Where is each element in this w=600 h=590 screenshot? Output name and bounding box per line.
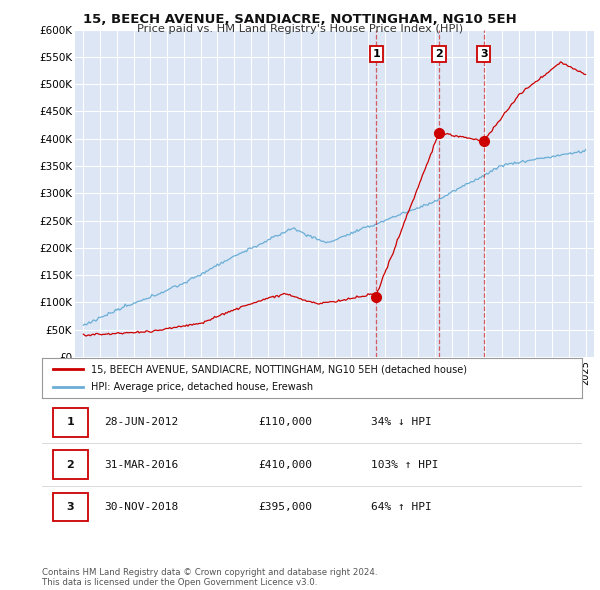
Text: 1: 1 bbox=[67, 417, 74, 427]
Text: 3: 3 bbox=[480, 49, 488, 59]
Text: 15, BEECH AVENUE, SANDIACRE, NOTTINGHAM, NG10 5EH: 15, BEECH AVENUE, SANDIACRE, NOTTINGHAM,… bbox=[83, 13, 517, 26]
FancyBboxPatch shape bbox=[53, 493, 88, 522]
Text: £395,000: £395,000 bbox=[258, 502, 312, 512]
FancyBboxPatch shape bbox=[53, 450, 88, 479]
Text: Price paid vs. HM Land Registry's House Price Index (HPI): Price paid vs. HM Land Registry's House … bbox=[137, 24, 463, 34]
FancyBboxPatch shape bbox=[53, 408, 88, 437]
Text: Contains HM Land Registry data © Crown copyright and database right 2024.
This d: Contains HM Land Registry data © Crown c… bbox=[42, 568, 377, 587]
Text: 30-NOV-2018: 30-NOV-2018 bbox=[104, 502, 178, 512]
Text: 2: 2 bbox=[435, 49, 443, 59]
Text: £110,000: £110,000 bbox=[258, 417, 312, 427]
Text: HPI: Average price, detached house, Erewash: HPI: Average price, detached house, Erew… bbox=[91, 382, 313, 392]
Text: 3: 3 bbox=[67, 502, 74, 512]
Text: 1: 1 bbox=[373, 49, 380, 59]
Text: 15, BEECH AVENUE, SANDIACRE, NOTTINGHAM, NG10 5EH (detached house): 15, BEECH AVENUE, SANDIACRE, NOTTINGHAM,… bbox=[91, 365, 467, 375]
Text: 64% ↑ HPI: 64% ↑ HPI bbox=[371, 502, 432, 512]
Text: 31-MAR-2016: 31-MAR-2016 bbox=[104, 460, 178, 470]
Text: £410,000: £410,000 bbox=[258, 460, 312, 470]
Text: 103% ↑ HPI: 103% ↑ HPI bbox=[371, 460, 439, 470]
Text: 28-JUN-2012: 28-JUN-2012 bbox=[104, 417, 178, 427]
Text: 2: 2 bbox=[67, 460, 74, 470]
Text: 34% ↓ HPI: 34% ↓ HPI bbox=[371, 417, 432, 427]
